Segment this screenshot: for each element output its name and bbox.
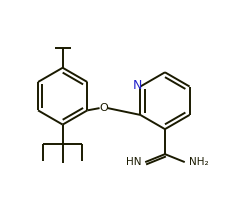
Text: O: O [99,103,108,113]
Text: N: N [133,79,142,92]
Text: NH₂: NH₂ [189,157,208,167]
Text: HN: HN [126,157,141,167]
